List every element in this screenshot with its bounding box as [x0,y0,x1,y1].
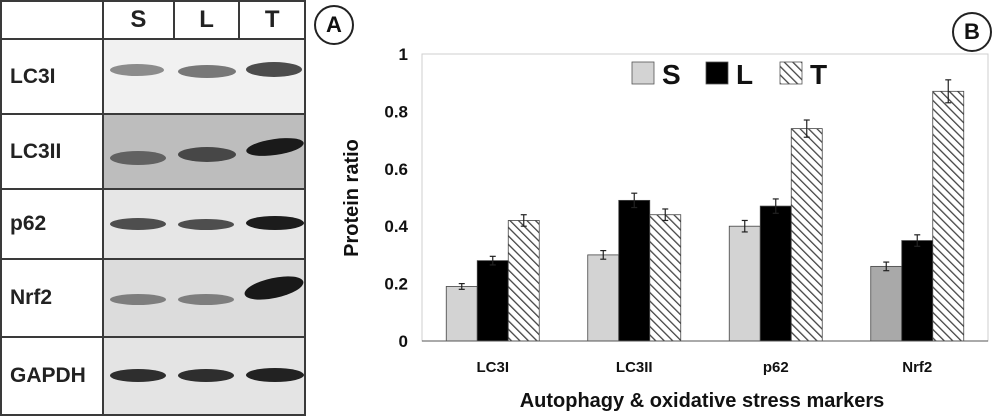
lane-label-t: T [238,0,306,40]
band-lc3i-t [246,62,302,77]
y-axis: 0 0.2 0.4 0.6 0.8 1 [384,45,408,351]
panel-b-letter: B [952,12,992,52]
y-tick-label: 0.6 [384,160,408,179]
blot-strip-lc3i [102,38,306,115]
band-p62-t [246,216,304,230]
bar-t-lc3i [507,220,540,342]
lane-label-s: S [102,0,175,40]
blot-strip-nrf2 [102,258,306,338]
y-tick-label: 0.8 [384,102,408,121]
band-nrf2-l [178,294,234,305]
blot-strip-p62 [102,188,306,260]
legend-label-s: S [662,59,681,90]
legend-swatch-s [631,61,655,85]
band-gapdh-l [178,369,234,382]
bar-l-nrf2 [901,240,934,342]
band-lc3ii-s [110,151,166,165]
legend-label-l: L [736,59,753,90]
bar-t-nrf2 [932,90,965,342]
band-nrf2-t [242,271,306,305]
band-lc3i-l [178,65,236,78]
bar-l-lc3i [476,260,509,342]
bar-s-p62 [728,225,761,342]
bar-t-p62 [790,128,823,342]
y-tick-label: 0 [399,332,408,351]
legend-label-t: T [810,59,827,90]
x-tick-label: LC3II [616,359,653,376]
corner-cell [0,0,104,40]
panel-a-letter: A [314,5,354,45]
band-gapdh-s [110,369,166,382]
bar-l-lc3ii [618,199,651,342]
band-nrf2-s [110,294,166,305]
legend-swatch-l [705,61,729,85]
x-axis: LC3I LC3II p62 Nrf2 [422,340,988,376]
bar-s-lc3i [445,286,478,342]
blot-table: S L T LC3I LC3II p62 [0,0,306,416]
band-lc3ii-l [178,147,236,162]
y-axis-label: Protein ratio [341,139,363,257]
x-axis-label: Autophagy & oxidative stress markers [520,390,885,412]
row-label-lc3i: LC3I [0,38,104,115]
band-gapdh-t [246,368,304,382]
western-blot-panel: S L T LC3I LC3II p62 [0,0,306,416]
y-tick-label: 0.4 [384,217,408,236]
bars [445,79,965,342]
blot-strip-lc3ii [102,113,306,190]
legend-swatch-t [779,61,803,85]
blot-strip-gapdh [102,336,306,416]
y-tick-label: 1 [399,45,408,64]
band-p62-s [110,218,166,230]
row-label-lc3ii: LC3II [0,113,104,190]
bar-s-lc3ii [587,254,620,342]
row-label-p62: p62 [0,188,104,260]
band-lc3ii-t [245,135,305,159]
y-tick-label: 0.2 [384,275,408,294]
plot-area [421,53,989,342]
row-label-nrf2: Nrf2 [0,258,104,338]
bar-l-p62 [759,205,792,342]
x-tick-label: Nrf2 [902,359,932,376]
x-tick-label: LC3I [476,359,509,376]
band-lc3i-s [110,64,164,76]
bar-s-nrf2 [870,265,903,342]
row-label-gapdh: GAPDH [0,336,104,416]
band-p62-l [178,219,234,230]
x-tick-label: p62 [763,359,789,376]
lane-label-l: L [173,0,240,40]
bar-t-lc3ii [649,214,682,342]
